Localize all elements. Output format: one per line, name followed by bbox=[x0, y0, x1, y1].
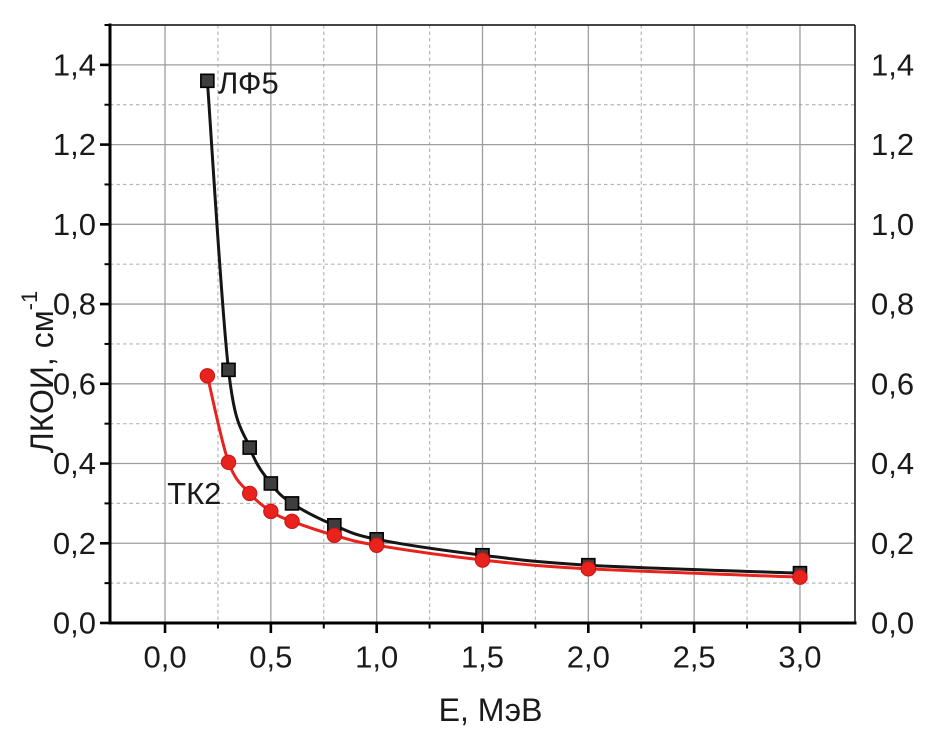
y-tick-label-left: 0,4 bbox=[53, 446, 96, 481]
grid-major bbox=[110, 25, 855, 623]
series-label-lf5: ЛФ5 bbox=[218, 65, 279, 100]
series-label-tk2: ТК2 bbox=[167, 476, 221, 511]
square-marker bbox=[263, 476, 279, 491]
series-tk2-markers bbox=[199, 368, 808, 585]
y-tick-label-right: 0,6 bbox=[871, 366, 914, 401]
y-tick-label-right: 0,0 bbox=[871, 606, 914, 641]
circle-marker bbox=[580, 561, 597, 577]
y-tick-label-left: 0,6 bbox=[53, 366, 96, 401]
square-marker bbox=[242, 440, 257, 455]
square-marker bbox=[221, 362, 236, 378]
plot-frame bbox=[110, 24, 856, 623]
series-tk2 bbox=[199, 368, 808, 585]
tick-labels: 0,0 0,5 1,0 1,5 2,0 2,5 3,0 0,0 0,0 0,2 0,2 0,4 0,4 0… bbox=[53, 47, 914, 674]
circle-marker bbox=[284, 513, 300, 530]
x-tick-label: 0,0 bbox=[143, 640, 186, 675]
circle-marker bbox=[263, 503, 279, 520]
y-tick-label-left: 1,4 bbox=[53, 47, 96, 82]
series-tk2-line bbox=[205, 375, 801, 579]
circle-marker bbox=[241, 485, 258, 502]
y-tick-label-left: 0,8 bbox=[53, 287, 96, 322]
square-marker bbox=[284, 496, 300, 511]
y-tick-label-left: 1,0 bbox=[53, 207, 96, 242]
x-tick-label: 1,5 bbox=[461, 640, 504, 675]
x-tick-label: 1,0 bbox=[355, 640, 398, 675]
axis-ticks bbox=[100, 24, 802, 633]
circle-marker bbox=[199, 368, 216, 384]
y-tick-label-right: 1,4 bbox=[871, 47, 914, 82]
y-tick-label-left: 1,2 bbox=[53, 127, 96, 162]
circle-marker bbox=[474, 552, 491, 568]
x-axis-title: E, МэВ bbox=[439, 692, 543, 728]
circle-marker bbox=[792, 569, 808, 585]
x-tick-label: 2,0 bbox=[567, 640, 610, 675]
y-tick-label-right: 0,8 bbox=[871, 287, 914, 322]
y-tick-label-left: 0,0 bbox=[53, 606, 96, 641]
circle-marker bbox=[368, 537, 385, 553]
y-tick-label-right: 1,0 bbox=[871, 207, 914, 242]
x-tick-label: 0,5 bbox=[249, 640, 292, 675]
y-tick-label-right: 0,4 bbox=[871, 446, 914, 481]
y-tick-label-right: 1,2 bbox=[871, 127, 914, 162]
circle-marker bbox=[220, 454, 237, 471]
x-tick-label: 2,5 bbox=[673, 640, 716, 675]
y-tick-label-left: 0,2 bbox=[53, 526, 96, 561]
y-axis-title: ЛКОИ, см-1 bbox=[17, 291, 61, 454]
y-tick-label-right: 0,2 bbox=[871, 526, 914, 561]
circle-marker bbox=[326, 527, 343, 543]
x-tick-label: 3,0 bbox=[778, 640, 821, 675]
square-marker bbox=[200, 73, 215, 89]
